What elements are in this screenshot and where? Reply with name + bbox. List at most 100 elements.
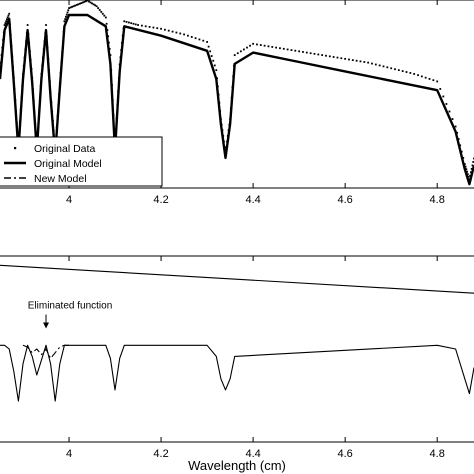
data-point: [77, 3, 80, 6]
data-point: [348, 58, 350, 61]
data-point: [367, 61, 370, 64]
data-point: [100, 10, 103, 13]
data-point: [465, 168, 468, 171]
data-point: [144, 25, 147, 28]
data-point: [140, 24, 143, 27]
series-line-1: [0, 344, 474, 402]
data-point: [75, 4, 78, 6]
data-point: [279, 47, 281, 50]
data-point: [130, 22, 133, 25]
data-point: [125, 20, 128, 23]
data-point: [5, 20, 8, 23]
data-point: [470, 171, 472, 174]
data-point: [267, 45, 270, 48]
legend-entry: Original Data: [34, 143, 95, 155]
data-point: [105, 22, 108, 25]
data-point: [6, 18, 8, 21]
data-point: [152, 26, 155, 29]
data-point: [371, 62, 373, 65]
data-point: [359, 60, 362, 63]
data-point: [374, 63, 377, 66]
x-tick-label: 4: [66, 448, 72, 460]
data-point: [445, 103, 448, 105]
data-point: [309, 52, 312, 55]
data-point: [286, 48, 289, 51]
data-point: [63, 20, 66, 23]
legend-entry: New Model: [34, 173, 87, 185]
data-point: [95, 5, 98, 8]
data-point: [298, 50, 301, 53]
data-point: [282, 47, 285, 50]
data-point: [428, 78, 431, 80]
data-point: [206, 41, 208, 43]
data-point: [424, 76, 427, 79]
data-point: [97, 7, 100, 9]
data-point: [294, 49, 297, 52]
data-point: [390, 67, 393, 70]
x-tick-label: 4.4: [245, 194, 260, 206]
data-point: [239, 50, 242, 53]
x-tick-label: 4.6: [337, 448, 352, 460]
data-point: [243, 48, 245, 51]
x-tick-label: 4: [66, 194, 72, 206]
x-tick-label: 4.8: [430, 448, 445, 460]
data-point: [469, 174, 472, 177]
data-point: [92, 3, 95, 6]
data-point: [78, 2, 81, 5]
data-point: [466, 170, 468, 173]
data-point: [103, 14, 106, 17]
data-point: [259, 44, 262, 46]
data-point: [442, 95, 445, 98]
data-point: [64, 18, 67, 20]
data-point: [413, 73, 416, 75]
x-tick-label: 4.2: [153, 448, 168, 460]
data-point: [328, 55, 331, 58]
data-point: [81, 1, 84, 4]
bottom-panel: 4 4.2 4.4 4.6 4.8 Wavelength (cm) Eliminated f…: [0, 255, 474, 473]
data-point: [236, 52, 239, 55]
data-point: [378, 64, 381, 67]
top-panel: 4 4.2 4.4 4.6 4.8 Original Data Original Model…: [0, 0, 474, 206]
data-point: [210, 55, 213, 57]
data-point: [363, 61, 366, 63]
data-point: [405, 71, 408, 73]
data-point: [194, 37, 197, 40]
data-point: [72, 5, 75, 8]
data-point: [394, 68, 396, 71]
data-point: [448, 110, 451, 113]
data-point: [302, 51, 304, 53]
data-point: [132, 22, 135, 25]
data-point: [397, 69, 400, 72]
data-point: [137, 24, 139, 26]
data-point: [454, 125, 457, 128]
data-point: [355, 59, 358, 62]
data-point: [409, 72, 412, 74]
series-line-0: [0, 264, 474, 294]
data-point: [190, 36, 193, 38]
data-point: [209, 50, 212, 53]
data-point: [69, 6, 72, 9]
data-point: [256, 43, 258, 46]
data-point: [80, 2, 83, 4]
data-point: [340, 57, 343, 60]
data-point: [290, 49, 293, 51]
data-point: [275, 46, 278, 49]
data-point: [432, 79, 435, 82]
data-point: [466, 173, 469, 176]
data-point: [249, 44, 251, 47]
data-point: [101, 12, 104, 15]
data-point: [439, 88, 442, 90]
data-point: [89, 1, 92, 4]
data-point: [88, 0, 90, 3]
data-point: [156, 27, 159, 30]
data-point: [198, 38, 201, 41]
data-point: [8, 12, 11, 15]
data-point: [420, 75, 423, 78]
series-line-2: [22, 344, 69, 359]
annotation-arrowhead: [43, 322, 50, 329]
data-point: [86, 0, 89, 2]
data-point: [65, 13, 68, 16]
data-point: [313, 52, 316, 55]
data-point: [66, 11, 69, 14]
data-point: [91, 2, 93, 5]
